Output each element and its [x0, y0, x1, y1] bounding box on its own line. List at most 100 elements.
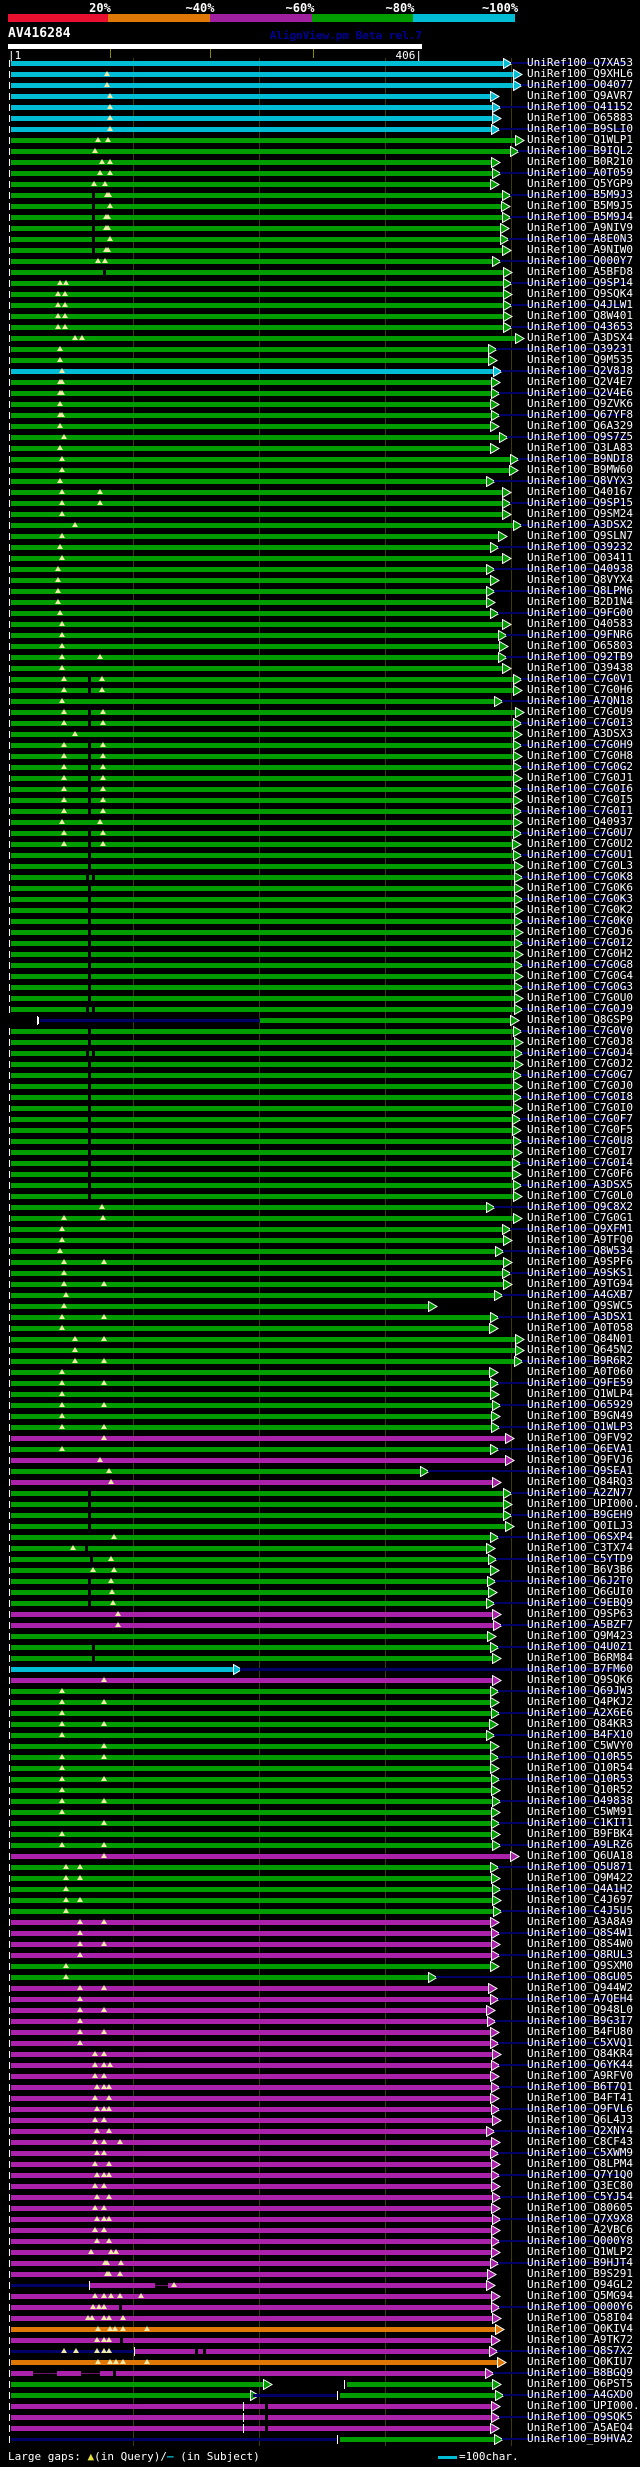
hit-label[interactable]: UniRef100_O04077 — [527, 78, 633, 91]
hit-label[interactable]: UniRef100_C7G0F6 — [527, 1167, 633, 1180]
alignment-bar[interactable] — [11, 1458, 505, 1463]
hit-label[interactable]: UniRef100_C7G0J0 — [527, 1079, 633, 1092]
hit-label[interactable]: UniRef100_Q9SP63 — [527, 1607, 633, 1620]
alignment-bar[interactable] — [11, 193, 502, 198]
hit-label[interactable]: UniRef100_C7G0F5 — [527, 1123, 633, 1136]
hit-label[interactable]: UniRef100_Q03411 — [527, 551, 633, 564]
alignment-bar[interactable] — [11, 215, 502, 220]
alignment-bar[interactable] — [11, 83, 513, 88]
hit-label[interactable]: UniRef100_A3DSX5 — [527, 1178, 633, 1191]
alignment-bar[interactable] — [11, 1414, 491, 1419]
alignment-bar[interactable] — [11, 1084, 513, 1089]
alignment-bar[interactable] — [11, 369, 493, 374]
hit-label[interactable]: UniRef100_Q1WLP1 — [527, 133, 633, 146]
hit-label[interactable]: UniRef100_C7G0K0 — [527, 914, 633, 927]
alignment-bar[interactable] — [11, 1469, 420, 1474]
alignment-bar[interactable] — [11, 2239, 491, 2244]
alignment-bar[interactable] — [11, 127, 491, 132]
hit-label[interactable]: UniRef100_C5WVY0 — [527, 1739, 633, 1752]
alignment-bar[interactable] — [11, 611, 490, 616]
hit-label[interactable]: UniRef100_UPI000.. — [527, 2399, 640, 2412]
hit-label[interactable]: UniRef100_O65803 — [527, 639, 633, 652]
alignment-bar[interactable] — [11, 160, 491, 165]
alignment-bar[interactable] — [11, 2008, 486, 2013]
alignment-bar[interactable] — [11, 2129, 486, 2134]
alignment-bar[interactable] — [11, 2052, 492, 2057]
alignment-bar[interactable] — [11, 908, 514, 913]
hit-label[interactable]: UniRef100_Q10R54 — [527, 1761, 633, 1774]
hit-label[interactable]: UniRef100_A9NIW0 — [527, 243, 633, 256]
alignment-bar[interactable] — [11, 2195, 492, 2200]
hit-label[interactable]: UniRef100_C7G0I7 — [527, 1145, 633, 1158]
alignment-bar[interactable] — [11, 1128, 512, 1133]
hit-label[interactable]: UniRef100_Q10R52 — [527, 1783, 633, 1796]
hit-label[interactable]: UniRef100_B4FX10 — [527, 1728, 633, 1741]
alignment-bar[interactable] — [11, 2272, 487, 2277]
alignment-bar[interactable] — [11, 281, 503, 286]
alignment-bar[interactable] — [11, 545, 490, 550]
alignment-bar[interactable] — [11, 853, 513, 858]
alignment-bar[interactable] — [11, 930, 514, 935]
alignment-bar[interactable] — [11, 1590, 488, 1595]
alignment-bar[interactable] — [11, 2118, 492, 2123]
alignment-bar[interactable] — [11, 2305, 491, 2310]
hit-label[interactable]: UniRef100_Q39232 — [527, 540, 633, 553]
hit-label[interactable]: UniRef100_C7G0V0 — [527, 1024, 633, 1037]
alignment-bar[interactable] — [11, 2393, 250, 2398]
hit-label[interactable]: UniRef100_Q1WLP3 — [527, 1420, 633, 1433]
hit-label[interactable]: UniRef100_Q84N01 — [527, 1332, 633, 1345]
alignment-bar[interactable] — [11, 435, 499, 440]
alignment-bar[interactable] — [11, 1348, 515, 1353]
alignment-bar[interactable] — [11, 699, 494, 704]
hit-label[interactable]: UniRef100_B9IQL2 — [527, 144, 633, 157]
hit-label[interactable]: UniRef100_Q9FE59 — [527, 1376, 633, 1389]
hit-label[interactable]: UniRef100_A2X6E6 — [527, 1706, 633, 1719]
alignment-bar[interactable] — [11, 589, 486, 594]
alignment-bar[interactable] — [11, 1095, 513, 1100]
hit-label[interactable]: UniRef100_Q9SWC5 — [527, 1299, 633, 1312]
hit-label[interactable]: UniRef100_Q645N2 — [527, 1343, 633, 1356]
alignment-bar[interactable] — [11, 655, 498, 660]
hit-label[interactable]: UniRef100_Q5U871 — [527, 1860, 633, 1873]
hit-label[interactable]: UniRef100_B9HJT4 — [527, 2256, 633, 2269]
hit-label[interactable]: UniRef100_Q6A329 — [527, 419, 633, 432]
alignment-bar[interactable] — [11, 1733, 486, 1738]
alignment-bar[interactable] — [11, 534, 498, 539]
alignment-bar[interactable] — [11, 2107, 491, 2112]
alignment-bar[interactable] — [11, 413, 491, 418]
alignment-bar[interactable] — [11, 2173, 491, 2178]
alignment-bar[interactable] — [11, 2426, 490, 2431]
hit-label[interactable]: UniRef100_A0T060 — [527, 1365, 633, 1378]
alignment-bar[interactable] — [11, 864, 514, 869]
alignment-bar[interactable] — [11, 1810, 491, 1815]
hit-label[interactable]: UniRef100_C7G0F7 — [527, 1112, 633, 1125]
hit-label[interactable]: UniRef100_C7G0G1 — [527, 1211, 633, 1224]
hit-label[interactable]: UniRef100_Q9SQK5 — [527, 2410, 633, 2423]
alignment-bar[interactable] — [11, 2217, 492, 2222]
hit-label[interactable]: UniRef100_Q8W401 — [527, 309, 633, 322]
hit-label[interactable]: UniRef100_Q4JLW1 — [527, 298, 633, 311]
hit-label[interactable]: UniRef100_C7G0K2 — [527, 903, 633, 916]
hit-label[interactable]: UniRef100_Q948L0 — [527, 2003, 633, 2016]
alignment-bar[interactable] — [11, 897, 514, 902]
hit-label[interactable]: UniRef100_Q92TB9 — [527, 650, 633, 663]
alignment-bar[interactable] — [11, 633, 498, 638]
alignment-bar[interactable] — [260, 1018, 510, 1023]
alignment-bar[interactable] — [11, 2228, 491, 2233]
hit-label[interactable]: UniRef100_Q39231 — [527, 342, 633, 355]
alignment-bar[interactable] — [11, 1392, 490, 1397]
hit-label[interactable]: UniRef100_Q3LA83 — [527, 441, 633, 454]
alignment-bar[interactable] — [11, 710, 515, 715]
hit-label[interactable]: UniRef100_C7G0J2 — [527, 1057, 633, 1070]
hit-label[interactable]: UniRef100_Q1WLP2 — [527, 2245, 633, 2258]
alignment-bar[interactable] — [11, 248, 502, 253]
hit-label[interactable]: UniRef100_B5M9J4 — [527, 210, 633, 223]
hit-label[interactable]: UniRef100_C7G0U2 — [527, 837, 633, 850]
alignment-bar[interactable] — [11, 402, 490, 407]
alignment-bar[interactable] — [11, 1359, 514, 1364]
hit-label[interactable]: UniRef100_Q84KR4 — [527, 2047, 633, 2060]
alignment-bar[interactable] — [11, 1051, 514, 1056]
hit-label[interactable]: UniRef100_A9TFQ0 — [527, 1233, 633, 1246]
hit-label[interactable]: UniRef100_A9SPF6 — [527, 1255, 633, 1268]
hit-label[interactable]: UniRef100_A7QN18 — [527, 694, 633, 707]
